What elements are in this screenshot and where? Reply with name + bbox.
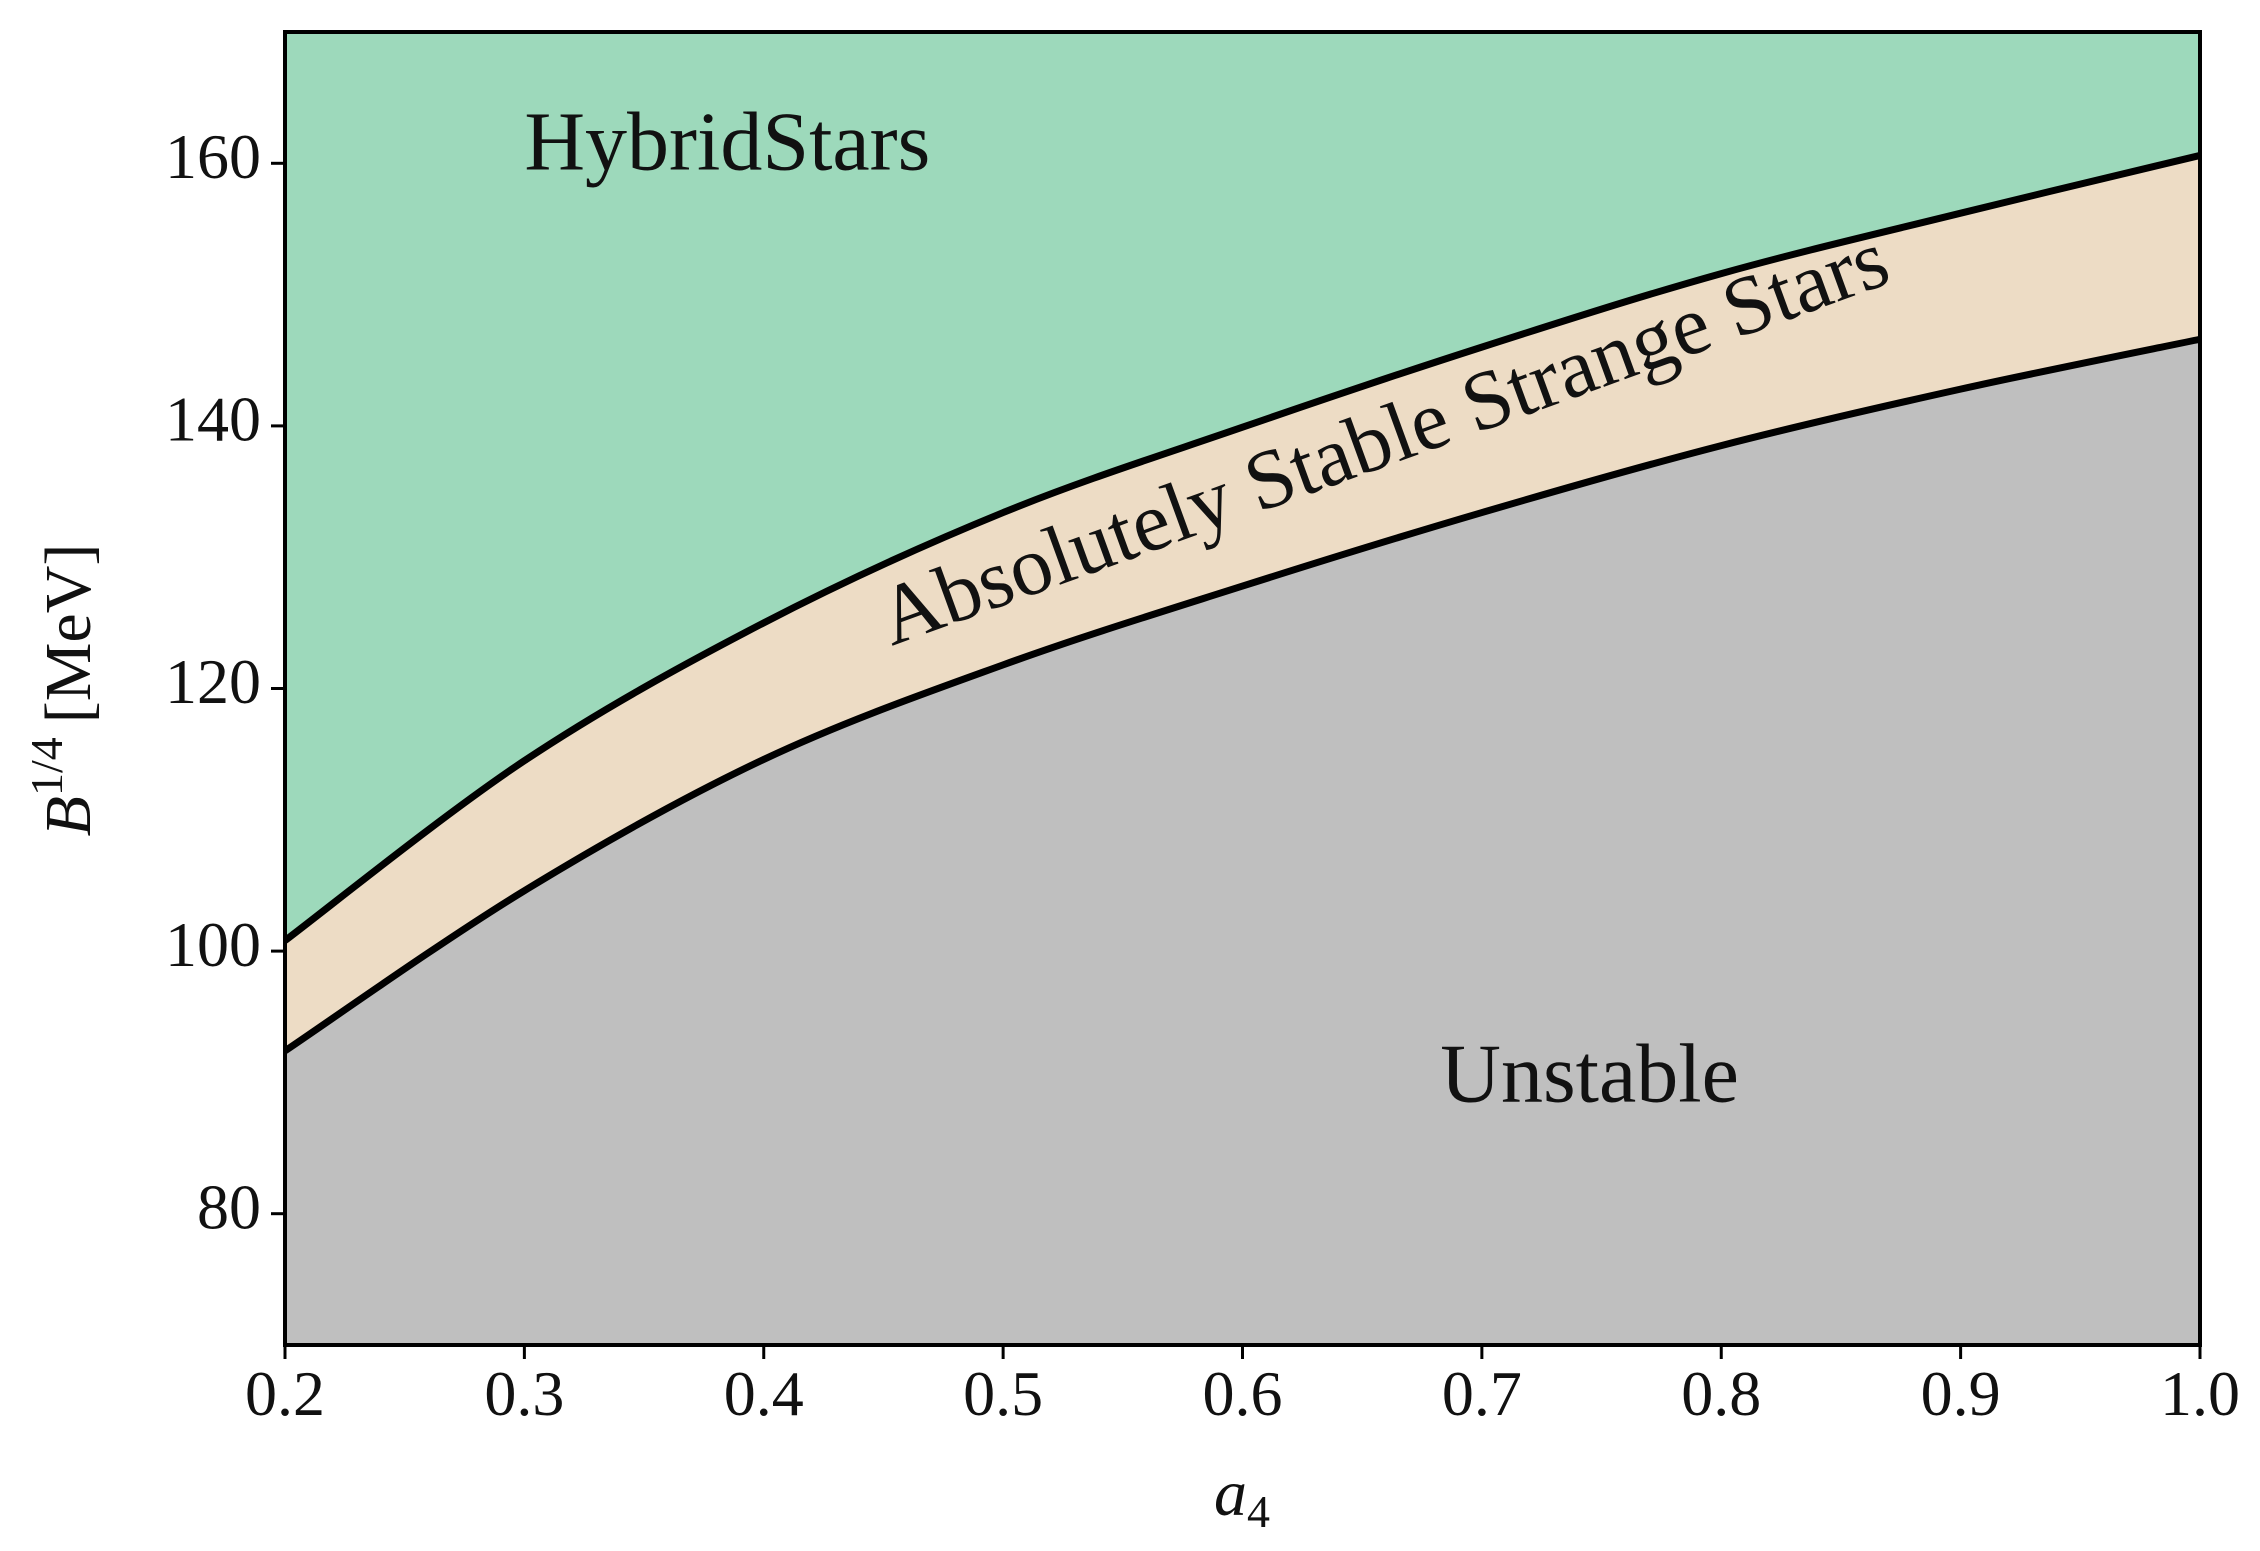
x-tick-label: 0.2	[245, 1358, 325, 1429]
y-tick-label: 120	[165, 646, 261, 717]
x-tick-label: 0.7	[1442, 1358, 1522, 1429]
region-fill	[285, 339, 2200, 1345]
x-tick-label: 1.0	[2160, 1358, 2240, 1429]
y-label-sup: 1/4	[21, 737, 72, 796]
y-tick-label: 80	[197, 1171, 261, 1242]
marks	[282, 152, 2201, 1054]
y-axis-label: B1/4 [MeV]	[21, 544, 105, 837]
region-label: Unstable	[1440, 1028, 1739, 1121]
x-tick-label: 0.9	[1921, 1358, 2001, 1429]
boundary-line	[283, 335, 2201, 1054]
regions	[285, 32, 2200, 1345]
region-fill	[285, 155, 2200, 1051]
x-tick-label: 0.5	[963, 1358, 1043, 1429]
y-label-unit: [MeV]	[32, 544, 105, 724]
x-tick-label: 0.3	[484, 1358, 564, 1429]
y-tick-label: 160	[165, 121, 261, 192]
y-tick-label: 140	[165, 384, 261, 455]
y-label-base: B	[32, 796, 105, 836]
x-tick-label: 0.8	[1681, 1358, 1761, 1429]
y-tick-label: 100	[165, 909, 261, 980]
x-label-sub: 4	[1247, 1486, 1270, 1537]
x-label-base: a	[1214, 1457, 1247, 1530]
boundary-line	[282, 152, 2201, 944]
x-axis-label: a4	[1214, 1457, 1270, 1537]
x-tick-label: 0.6	[1203, 1358, 1283, 1429]
region-fill	[285, 32, 2200, 941]
region-label: HybridStars	[524, 95, 930, 188]
x-tick-label: 0.4	[724, 1358, 804, 1429]
